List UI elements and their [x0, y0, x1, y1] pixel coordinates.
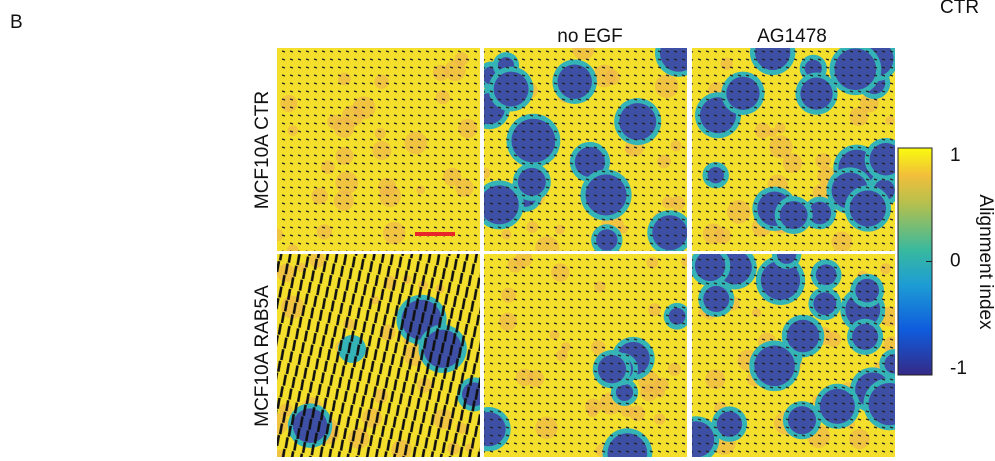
row-label: MCF10A RAB5A	[252, 285, 273, 427]
vector-field	[484, 48, 687, 251]
image-grid	[266, 29, 915, 461]
panel-label: B	[10, 12, 23, 33]
column-header: no EGF	[557, 26, 622, 47]
corner-text: CTR	[940, 0, 979, 18]
image-panel	[692, 30, 907, 253]
column-header: AG1478	[757, 26, 827, 47]
colorbar-label: Alignment index	[975, 194, 995, 330]
row-label: MCF10A CTR	[252, 91, 273, 209]
vector-field	[277, 48, 480, 251]
colorbar-tick-label: 0	[950, 251, 961, 272]
image-panel	[673, 240, 916, 461]
vector-field	[692, 254, 895, 457]
image-panel	[271, 48, 480, 256]
image-panel	[266, 252, 491, 461]
image-panel	[469, 29, 703, 260]
vector-field	[692, 48, 895, 251]
figure: B CTR no EGF AG1478 MCF10A CTR MCF10A RA…	[0, 0, 995, 461]
image-panel	[466, 250, 690, 461]
colorbar-tick-label: -1	[950, 358, 967, 379]
colorbar-tick-label: 1	[950, 145, 961, 166]
vector-field	[484, 254, 687, 457]
vector-field	[277, 254, 480, 457]
